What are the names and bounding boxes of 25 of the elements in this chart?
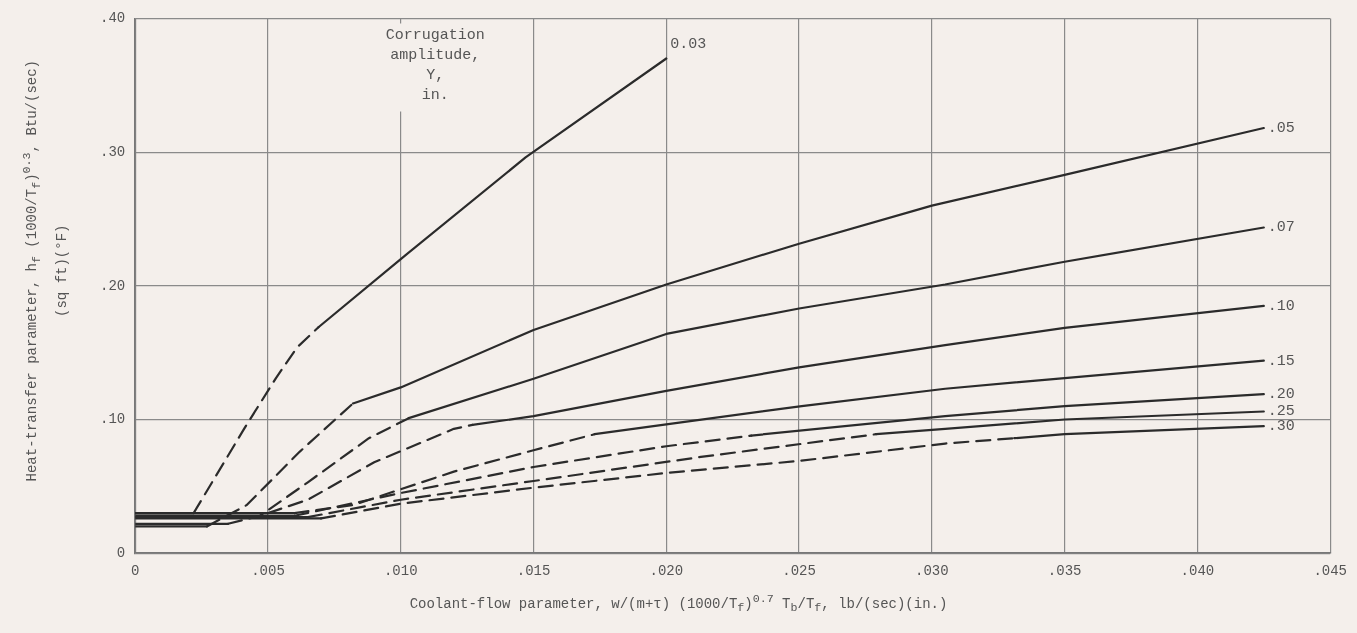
- series-label: .15: [1267, 352, 1295, 370]
- y-tick-label: .30: [99, 143, 126, 160]
- x-tick-label: .035: [1047, 563, 1082, 580]
- series-label: .30: [1267, 418, 1295, 436]
- y-tick-label: .20: [99, 277, 126, 294]
- x-tick-label: .010: [383, 563, 418, 580]
- y-tick-label: .40: [99, 10, 126, 27]
- x-tick-label: .005: [251, 563, 285, 580]
- series-label: .07: [1267, 219, 1295, 237]
- series-label: .25: [1267, 403, 1295, 421]
- series-label: .20: [1267, 386, 1295, 404]
- series-label: .10: [1267, 297, 1295, 315]
- x-tick-label: .020: [649, 563, 684, 580]
- x-tick-label: 0: [131, 563, 140, 580]
- y-tick-label: .10: [99, 411, 126, 428]
- series-label: .05: [1267, 120, 1295, 137]
- x-tick-label: .025: [782, 563, 816, 580]
- x-tick-label: .030: [915, 563, 949, 580]
- y-tick-label: 0: [116, 544, 126, 561]
- text: Coolant-flow parameter, w/(m+τ) (1000/T$_{f}$)$^{0.7}$ T$_{b}$/T$_{f}$, lb/(sec)(in.): [409, 592, 948, 616]
- x-tick-label: .040: [1180, 563, 1215, 580]
- x-tick-label: .045: [1313, 563, 1347, 580]
- legend-title: Corrugation amplitude, Y, in.: [385, 26, 485, 104]
- x-tick-label: .015: [516, 563, 551, 580]
- series-label: 0.03: [670, 36, 707, 54]
